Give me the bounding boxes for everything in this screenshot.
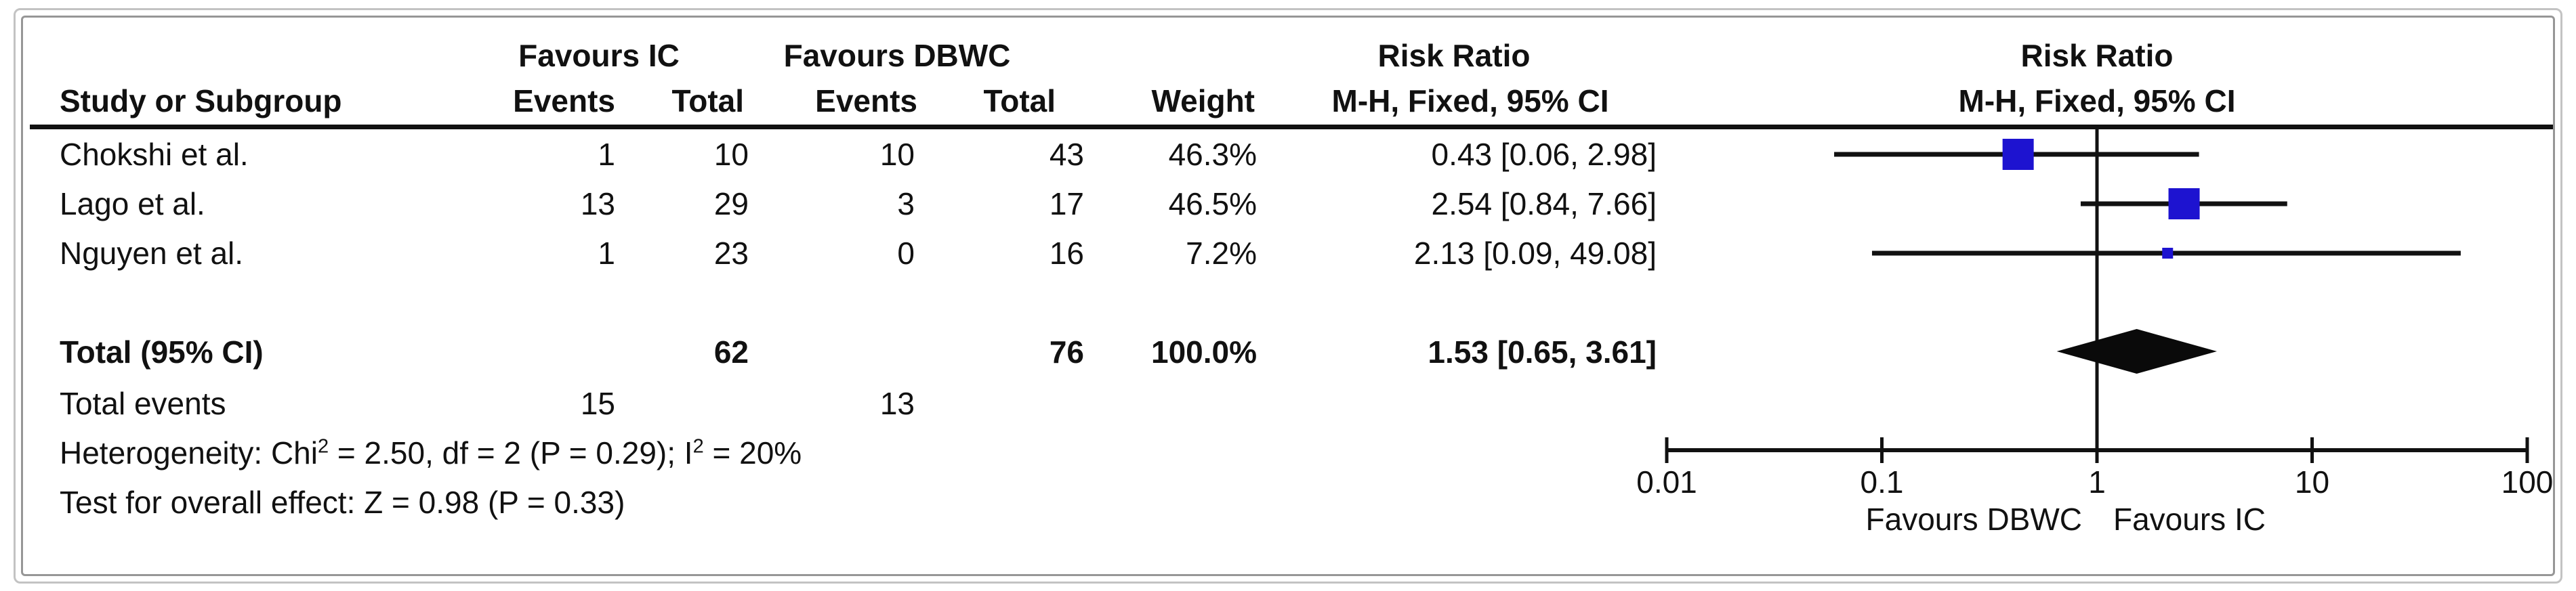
events-ic: 1 bbox=[598, 236, 615, 271]
ci-text: 0.43 [0.06, 2.98] bbox=[1431, 137, 1657, 172]
total-dbwc: 43 bbox=[1049, 137, 1084, 172]
col-header-events-ic: Events bbox=[513, 83, 615, 118]
events-dbwc: 10 bbox=[879, 137, 915, 172]
col-header-study: Study or Subgroup bbox=[60, 83, 342, 118]
events-ic: 13 bbox=[580, 186, 615, 221]
favours-right-label: Favours IC bbox=[2113, 502, 2266, 537]
total-ic: 29 bbox=[713, 186, 749, 221]
study-name: Chokshi et al. bbox=[60, 137, 249, 172]
total-dbwc: 17 bbox=[1049, 186, 1084, 221]
total-ic-sum: 62 bbox=[713, 334, 749, 370]
col-header-weight: Weight bbox=[1151, 83, 1255, 118]
overall-effect-text: Test for overall effect: Z = 0.98 (P = 0… bbox=[60, 485, 625, 520]
col-header-mh-right: M-H, Fixed, 95% CI bbox=[1958, 83, 2236, 118]
total-weight: 100.0% bbox=[1150, 334, 1257, 370]
total-ic: 10 bbox=[713, 137, 749, 172]
col-header-total-ic: Total bbox=[671, 83, 744, 118]
header-risk-ratio-left: Risk Ratio bbox=[1377, 38, 1531, 73]
total-dbwc-sum: 76 bbox=[1049, 334, 1084, 370]
inner-frame bbox=[21, 16, 2555, 576]
total-diamond bbox=[2056, 329, 2218, 374]
total-ci-text: 1.53 [0.65, 3.61] bbox=[1428, 334, 1657, 370]
header-rule bbox=[30, 125, 2553, 129]
axis-tick-label: 0.1 bbox=[1861, 464, 1904, 500]
total-label: Total (95% CI) bbox=[60, 334, 264, 370]
axis-tick-label: 0.01 bbox=[1636, 464, 1697, 500]
axis-tick-label: 10 bbox=[2295, 464, 2329, 500]
ci-text: 2.13 [0.09, 49.08] bbox=[1413, 236, 1657, 271]
axis-tick-label: 1 bbox=[2088, 464, 2106, 500]
col-header-total-dbwc: Total bbox=[983, 83, 1056, 118]
events-dbwc: 3 bbox=[897, 186, 915, 221]
weight: 46.5% bbox=[1168, 186, 1257, 221]
study-name: Lago et al. bbox=[60, 186, 205, 221]
weight: 7.2% bbox=[1186, 236, 1257, 271]
weight: 46.3% bbox=[1168, 137, 1257, 172]
col-header-mh-left: M-H, Fixed, 95% CI bbox=[1331, 83, 1609, 118]
events-dbwc: 0 bbox=[897, 236, 915, 271]
header-favours-dbwc: Favours DBWC bbox=[783, 38, 1011, 73]
total-events-dbwc: 13 bbox=[879, 386, 915, 421]
favours-left-label: Favours DBWC bbox=[1866, 502, 2082, 537]
total-events-ic: 15 bbox=[580, 386, 615, 421]
heterogeneity-text: Heterogeneity: Chi2 = 2.50, df = 2 (P = … bbox=[60, 435, 802, 470]
axis-tick-label: 100 bbox=[2501, 464, 2554, 500]
effect-square-0 bbox=[2002, 139, 2034, 170]
col-header-events-dbwc: Events bbox=[815, 83, 917, 118]
effect-square-1 bbox=[2168, 188, 2200, 219]
events-ic: 1 bbox=[598, 137, 615, 172]
header-favours-ic: Favours IC bbox=[518, 38, 680, 73]
total-events-label: Total events bbox=[60, 386, 226, 421]
total-ic: 23 bbox=[713, 236, 749, 271]
study-name: Nguyen et al. bbox=[60, 236, 244, 271]
total-dbwc: 16 bbox=[1049, 236, 1084, 271]
effect-square-2 bbox=[2162, 248, 2174, 259]
header-risk-ratio-right: Risk Ratio bbox=[2020, 38, 2174, 73]
outer-frame bbox=[14, 8, 2562, 584]
ci-text: 2.54 [0.84, 7.66] bbox=[1431, 186, 1657, 221]
